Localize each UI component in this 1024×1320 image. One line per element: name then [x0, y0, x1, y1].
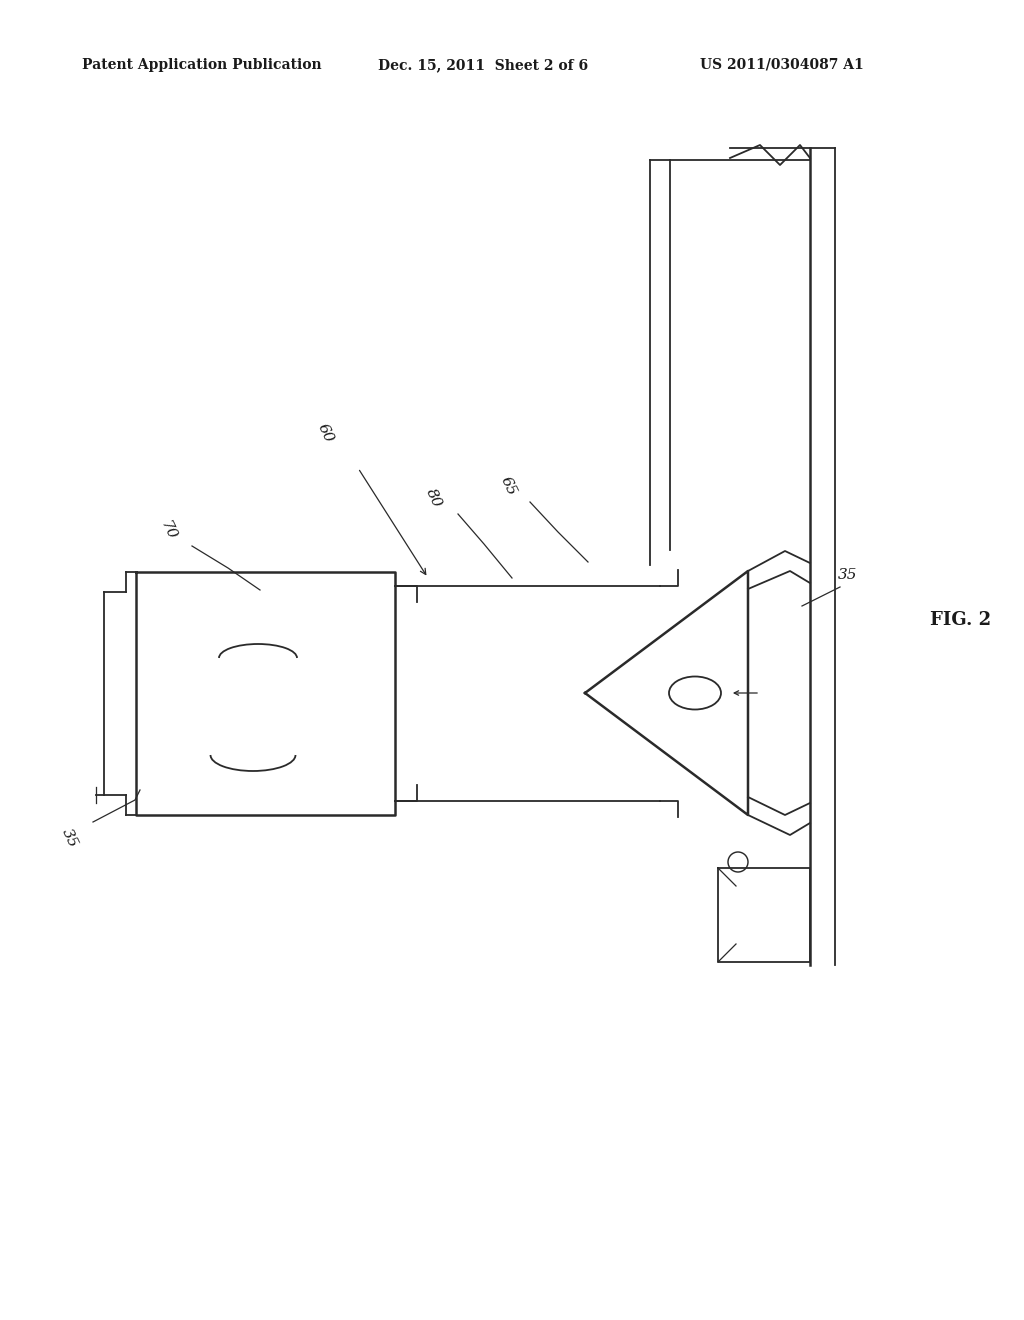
- Text: 70: 70: [158, 519, 178, 541]
- Text: 60: 60: [314, 421, 336, 445]
- Text: US 2011/0304087 A1: US 2011/0304087 A1: [700, 58, 864, 73]
- Text: 65: 65: [498, 474, 518, 498]
- Text: Patent Application Publication: Patent Application Publication: [82, 58, 322, 73]
- Text: Dec. 15, 2011  Sheet 2 of 6: Dec. 15, 2011 Sheet 2 of 6: [378, 58, 588, 73]
- Text: 35: 35: [59, 826, 81, 850]
- Text: 80: 80: [424, 486, 444, 510]
- Text: 35: 35: [839, 568, 858, 582]
- Text: FIG. 2: FIG. 2: [930, 611, 991, 630]
